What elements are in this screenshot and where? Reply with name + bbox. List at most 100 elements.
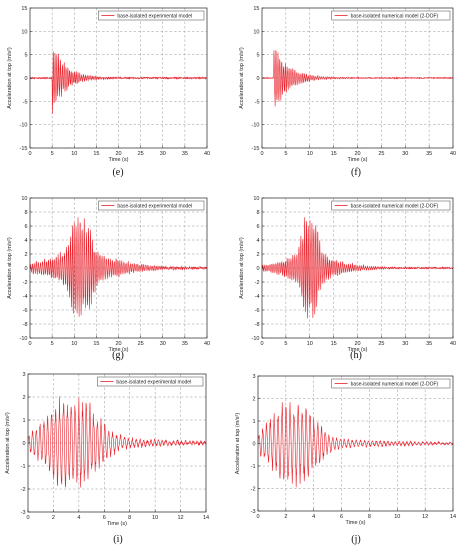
y-tick-label: 4 <box>24 238 27 244</box>
y-tick-label: -5 <box>255 99 260 105</box>
y-tick-label: 10 <box>253 29 259 35</box>
y-tick-label: 2 <box>24 252 27 258</box>
y-tick-label: 5 <box>24 53 27 59</box>
x-tick-label: 6 <box>340 514 343 520</box>
x-tick-label: 5 <box>51 151 54 157</box>
x-tick-label: 20 <box>354 151 360 157</box>
y-tick-label: -2 <box>23 280 28 286</box>
x-tick-label: 0 <box>260 341 263 347</box>
y-tick-label: 8 <box>256 210 259 216</box>
x-axis-label: Time (s) <box>107 521 127 527</box>
y-tick-label: 10 <box>21 29 27 35</box>
series-line <box>261 49 454 107</box>
x-tick-label: 8 <box>368 514 371 520</box>
y-tick-label: -8 <box>23 322 28 328</box>
x-tick-label: 40 <box>204 341 210 347</box>
panel-caption: (e) <box>112 167 123 178</box>
x-tick-label: 25 <box>138 341 144 347</box>
y-tick-label: -2 <box>255 280 260 286</box>
x-tick-label: 12 <box>178 515 184 521</box>
y-tick-label: 2 <box>22 395 25 401</box>
y-tick-label: 0 <box>22 441 25 447</box>
x-tick-label: 10 <box>394 514 400 520</box>
x-tick-label: 20 <box>354 341 360 347</box>
legend-box <box>331 200 451 211</box>
x-tick-label: 5 <box>51 341 54 347</box>
y-tick-label: 0 <box>24 266 27 272</box>
x-tick-label: 5 <box>284 341 287 347</box>
x-tick-label: 0 <box>28 341 31 347</box>
x-tick-label: 12 <box>422 514 428 520</box>
y-tick-label: 0 <box>252 442 255 448</box>
x-tick-label: 40 <box>204 151 210 157</box>
y-tick-label: -4 <box>255 294 260 300</box>
y-tick-label: -15 <box>20 146 28 152</box>
y-tick-label: -6 <box>255 308 260 314</box>
y-axis-label: Acceleration at top (m/s²) <box>235 413 241 475</box>
x-tick-label: 10 <box>71 151 77 157</box>
x-tick-label: 20 <box>115 341 121 347</box>
y-tick-label: -3 <box>21 510 26 516</box>
x-tick-label: 5 <box>284 151 287 157</box>
y-tick-label: -10 <box>252 336 260 342</box>
y-tick-label: -10 <box>20 336 28 342</box>
x-tick-label: 20 <box>115 151 121 157</box>
x-tick-label: 35 <box>182 151 188 157</box>
y-tick-label: 4 <box>256 238 259 244</box>
legend-box <box>98 10 205 21</box>
x-tick-label: 35 <box>426 341 432 347</box>
x-tick-label: 10 <box>71 341 77 347</box>
x-tick-label: 10 <box>152 515 158 521</box>
y-tick-label: 6 <box>256 224 259 230</box>
x-tick-label: 30 <box>402 151 408 157</box>
x-tick-label: 35 <box>182 341 188 347</box>
y-tick-label: 6 <box>24 224 27 230</box>
y-axis-label: Acceleration at top (m/s²) <box>7 237 13 299</box>
y-tick-label: 1 <box>252 419 255 425</box>
x-axis-label: Time (s) <box>348 157 368 163</box>
x-axis-label: Time (s) <box>348 347 368 353</box>
y-tick-label: 0 <box>256 266 259 272</box>
x-tick-label: 30 <box>160 341 166 347</box>
x-tick-label: 10 <box>307 151 313 157</box>
x-tick-label: 0 <box>26 515 29 521</box>
x-tick-label: 35 <box>426 151 432 157</box>
x-tick-label: 0 <box>260 151 263 157</box>
y-tick-label: 10 <box>21 196 27 202</box>
x-tick-label: 2 <box>284 514 287 520</box>
y-tick-label: -2 <box>21 487 26 493</box>
chart-panel: 0 5 10 15 20 25 30 35 40 -10 -8 -6 -4 -2 0 2 4 6 8 10 Time (… <box>239 196 456 361</box>
y-axis-label: Acceleration at top (m/s²) <box>239 47 245 109</box>
y-tick-label: 1 <box>22 418 25 424</box>
y-tick-label: 5 <box>256 53 259 59</box>
legend-label: base-isolated numerical model (2-DOF) <box>351 13 439 19</box>
legend-box <box>98 200 205 211</box>
x-tick-label: 14 <box>203 515 209 521</box>
legend-label: base-isolated numerical model (2-DOF) <box>351 203 439 209</box>
legend-label: base-isolated experimental model <box>117 13 192 19</box>
chart-panel: 0 5 10 15 20 25 30 35 40 -15 -10 -5 0 5 10 15 Time (s) Ac… <box>239 6 456 178</box>
y-axis-label: Acceleration at top (m/s²) <box>239 237 245 299</box>
legend-label: base-isolated experimental model <box>117 203 192 209</box>
series-line <box>29 217 208 317</box>
x-axis-label: Time (s) <box>109 347 129 353</box>
panel-caption: (h) <box>350 350 362 361</box>
legend-box <box>331 378 451 389</box>
chart-panel: 0 5 10 15 20 25 30 35 40 -10 -8 -6 -4 -2 0 2 4 6 8 10 Time (… <box>7 196 210 361</box>
y-tick-label: -1 <box>21 464 26 470</box>
panel-caption: (g) <box>112 350 124 361</box>
y-tick-label: 2 <box>256 252 259 258</box>
y-tick-label: -15 <box>252 146 260 152</box>
legend-label: base-isolated numerical model (2-DOF) <box>351 381 439 387</box>
y-tick-label: -10 <box>252 123 260 129</box>
legend-box <box>97 376 204 387</box>
series-line <box>261 217 454 319</box>
y-tick-label: -4 <box>23 294 28 300</box>
y-tick-label: 3 <box>22 372 25 378</box>
y-tick-label: 0 <box>24 76 27 82</box>
y-tick-label: 10 <box>253 196 259 202</box>
x-tick-label: 4 <box>312 514 315 520</box>
